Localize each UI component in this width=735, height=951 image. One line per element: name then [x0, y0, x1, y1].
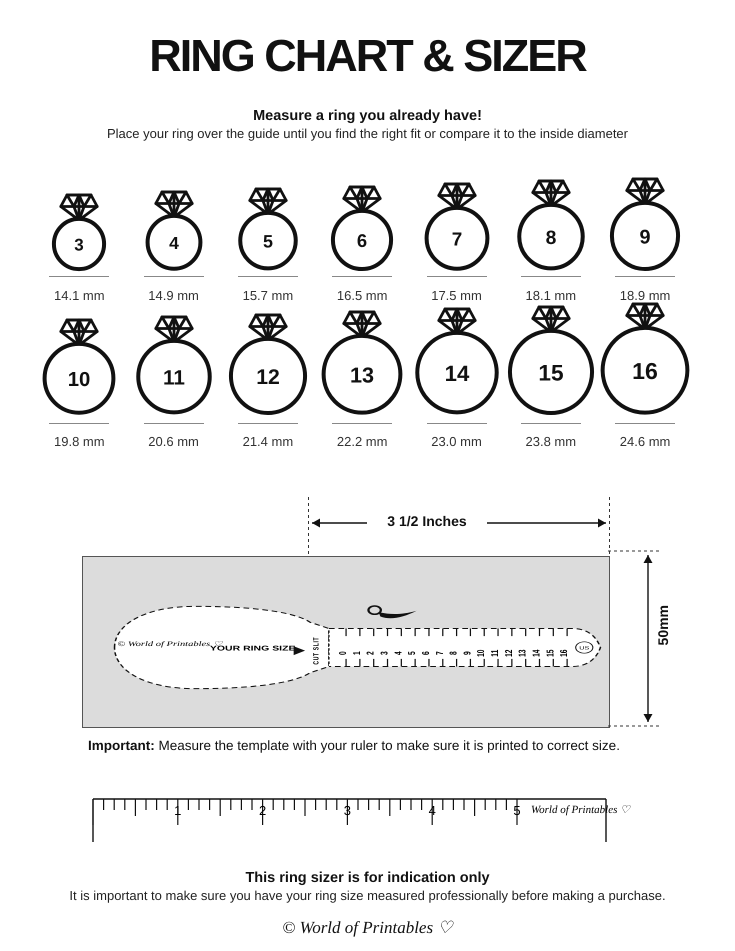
- svg-text:15: 15: [545, 649, 556, 656]
- svg-text:2: 2: [365, 651, 376, 655]
- svg-text:4: 4: [429, 803, 436, 818]
- svg-text:5: 5: [513, 803, 520, 818]
- svg-text:CUT SLIT: CUT SLIT: [312, 637, 321, 665]
- svg-text:5: 5: [407, 651, 418, 655]
- svg-text:8: 8: [448, 651, 459, 655]
- svg-text:2: 2: [259, 803, 266, 818]
- svg-text:11: 11: [489, 650, 500, 657]
- svg-text:YOUR RING SIZE: YOUR RING SIZE: [210, 645, 296, 653]
- svg-text:12: 12: [503, 649, 514, 656]
- svg-text:13: 13: [517, 649, 528, 656]
- svg-text:1: 1: [351, 651, 362, 655]
- svg-text:16: 16: [559, 649, 570, 656]
- svg-text:3: 3: [344, 803, 351, 818]
- svg-text:1: 1: [174, 803, 181, 818]
- svg-text:0: 0: [337, 651, 348, 655]
- svg-text:4: 4: [393, 651, 404, 655]
- svg-text:World of Printables ♡: World of Printables ♡: [531, 804, 631, 816]
- svg-text:© World of Printables ♡: © World of Printables ♡: [117, 641, 223, 649]
- svg-text:14: 14: [531, 649, 542, 656]
- svg-text:7: 7: [434, 651, 445, 655]
- svg-text:10: 10: [476, 649, 487, 656]
- svg-text:6: 6: [420, 651, 431, 655]
- svg-text:US: US: [579, 645, 589, 651]
- svg-text:9: 9: [462, 651, 473, 655]
- svg-text:3: 3: [379, 651, 390, 655]
